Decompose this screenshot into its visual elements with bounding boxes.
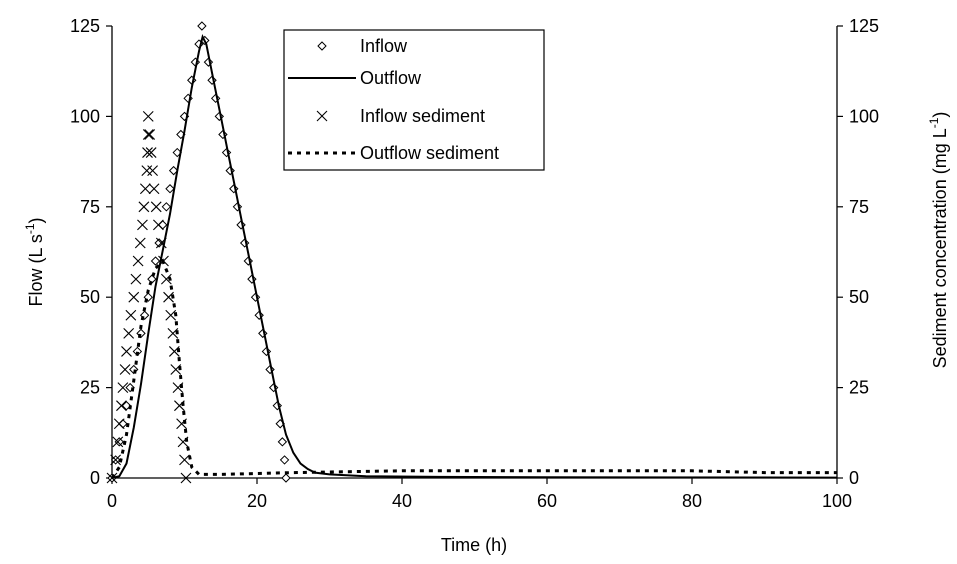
x-tick-label: 100 (822, 491, 852, 511)
legend-diamond-icon (317, 41, 327, 51)
y-tick-label: 75 (80, 197, 100, 217)
inflow-sediment-point (128, 291, 140, 303)
y2-tick-label: 75 (849, 197, 869, 217)
x-tick-label: 0 (107, 491, 117, 511)
x-tick-label: 60 (537, 491, 557, 511)
y2-tick-label: 0 (849, 468, 859, 488)
y2-axis-title: Sediment concentration (mg L-1) (927, 112, 950, 369)
y2-tick-label: 25 (849, 378, 869, 398)
inflow-point (118, 419, 128, 429)
inflow-sediment-point (137, 219, 148, 231)
inflow-sediment-point (134, 237, 146, 249)
legend-inflow: Inflow (360, 36, 408, 56)
inflow-sediment-point (147, 165, 158, 177)
inflow-sediment-point (144, 129, 156, 140)
inflow-sediment-point (139, 183, 151, 195)
y-axis-title-main: Flow (L s (26, 234, 46, 306)
inflow-sediment-point (168, 346, 180, 357)
inflow-sediment-point (132, 255, 144, 267)
y2-axis-title-main: Sediment concentration (mg L (930, 128, 950, 368)
y2-tick-label: 100 (849, 106, 879, 126)
inflow-sediment-point (119, 364, 131, 375)
y2-axis-title-close: ) (930, 112, 950, 118)
inflow-sediment-point (167, 327, 179, 339)
inflow-sediment-point (180, 472, 192, 484)
x-axis-title: Time (h) (441, 535, 507, 555)
inflow-sediment-point (113, 418, 125, 430)
legend: Inflow Outflow Inflow sediment Outflow sedi… (283, 29, 545, 171)
inflow-sediment-point (163, 291, 174, 303)
inflow-point (158, 220, 168, 230)
inflow-point (161, 202, 172, 212)
inflow-point (168, 165, 179, 176)
inflow-point (165, 184, 175, 194)
inflow-sediment-point (110, 454, 122, 466)
inflow-sediment-point (125, 309, 137, 321)
inflow-sediment-point (141, 165, 153, 177)
inflow-sediment-point (148, 183, 160, 195)
inflow-sediment-point (138, 201, 150, 213)
inflow-sediment-point (123, 327, 135, 339)
inflow-sediment-point (142, 111, 154, 122)
inflow-sediment-point (130, 273, 142, 285)
x-tick-label: 20 (247, 491, 267, 511)
inflow-sediment-point (150, 201, 162, 213)
inflow-point (114, 437, 124, 447)
inflow-sediment-point (155, 237, 167, 249)
outflow-line (111, 33, 838, 479)
inflow-point (197, 21, 207, 31)
outflow-sediment-line (110, 258, 837, 479)
inflow-point (150, 256, 161, 266)
inflow-point (279, 455, 290, 465)
inflow-point (121, 400, 132, 411)
legend-outflow-sediment: Outflow sediment (360, 143, 499, 163)
inflow-sediment-point (165, 309, 177, 321)
inflow-point (154, 238, 164, 248)
inflow-sediment-point (153, 219, 164, 231)
inflow-point (277, 437, 288, 447)
y-tick-label: 100 (70, 106, 100, 126)
legend-inflow-sediment: Inflow sediment (360, 106, 485, 126)
y2-axis-title-superscript: -1 (927, 117, 941, 128)
y-tick-label: 125 (70, 16, 100, 36)
x-tick-label: 80 (682, 491, 702, 511)
x-tick-label: 40 (392, 491, 412, 511)
y-tick-label: 25 (80, 378, 100, 398)
inflow-sediment-point (160, 273, 172, 285)
inflow-point (281, 473, 291, 483)
inflow-sediment-point (142, 129, 154, 140)
legend-cross-icon (316, 110, 328, 122)
inflow-sediment-point (116, 400, 127, 412)
y-axis-title: Flow (L s-1) (23, 217, 46, 306)
inflow-sediment-point (121, 346, 132, 357)
legend-box (283, 29, 545, 171)
y-tick-label: 0 (90, 468, 100, 488)
legend-outflow: Outflow (360, 68, 422, 88)
inflow-sediment-point (112, 436, 124, 448)
y2-tick-label: 50 (849, 287, 869, 307)
inflow-sediment-point (179, 454, 190, 466)
plot-area: 0 25 50 75 100 125 0 25 50 75 100 125 0 20 40 60 80 100 (70, 16, 879, 511)
y2-tick-label: 125 (849, 16, 879, 36)
inflow-sediment-point (145, 147, 157, 158)
y-axis-title-superscript: -1 (23, 223, 37, 234)
inflow-sediment-point (117, 382, 129, 393)
inflow-sediment-point (142, 147, 153, 158)
y-tick-label: 50 (80, 287, 100, 307)
y-axis-title-close: ) (26, 217, 46, 223)
